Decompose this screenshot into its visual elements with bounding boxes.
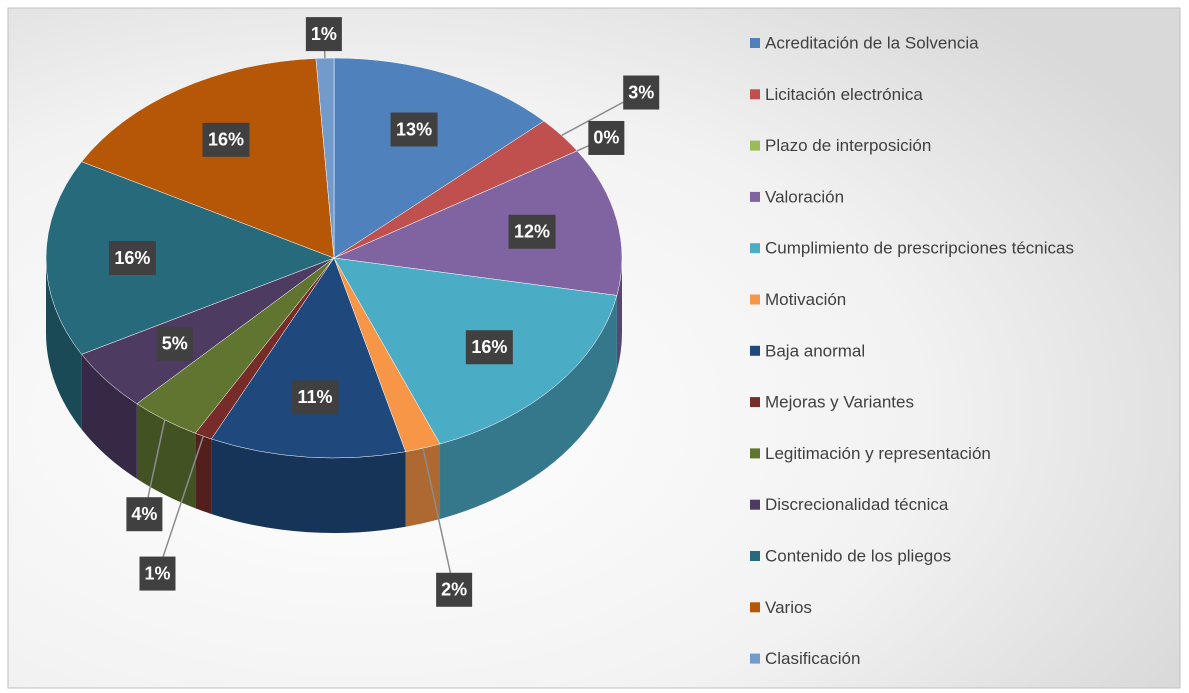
slice bbox=[315, 57, 335, 259]
legend-label: Valoración bbox=[765, 187, 844, 206]
label-box bbox=[108, 241, 156, 275]
legend-swatch bbox=[750, 294, 760, 305]
legend-swatch bbox=[750, 397, 760, 408]
data-label: 1% bbox=[144, 563, 170, 583]
data-label: 4% bbox=[131, 504, 157, 524]
data-label: 3% bbox=[628, 82, 654, 102]
label-box bbox=[390, 112, 438, 147]
legend-swatch bbox=[750, 140, 760, 151]
slice-side bbox=[405, 443, 441, 527]
slice-side bbox=[440, 295, 617, 519]
label-box bbox=[139, 556, 176, 591]
slice-side bbox=[616, 258, 622, 371]
legend-swatch bbox=[750, 345, 760, 356]
legend-swatch bbox=[750, 243, 760, 254]
slice bbox=[45, 161, 335, 355]
legend-label: Varios bbox=[765, 598, 812, 617]
legend-label: Licitación electrónica bbox=[765, 85, 923, 104]
legend-swatch bbox=[750, 89, 760, 100]
slice bbox=[81, 58, 335, 259]
slice-side bbox=[195, 433, 212, 514]
slice-side bbox=[81, 354, 137, 479]
legend-label: Contenido de los pliegos bbox=[765, 546, 951, 565]
legend-swatch bbox=[750, 499, 760, 510]
data-label: 16% bbox=[208, 130, 244, 150]
slice bbox=[333, 150, 623, 296]
leader-line bbox=[422, 448, 455, 590]
slice bbox=[333, 57, 545, 259]
legend-swatch bbox=[750, 653, 760, 664]
legend-swatch bbox=[750, 448, 760, 459]
legend-label: Acreditación de la Solvencia bbox=[765, 33, 979, 52]
data-label: 5% bbox=[162, 334, 188, 354]
data-label: 0% bbox=[593, 128, 619, 148]
legend-label: Baja anormal bbox=[765, 341, 865, 360]
legend-label: Mejoras y Variantes bbox=[765, 393, 914, 412]
label-box bbox=[156, 326, 193, 361]
label-box bbox=[508, 214, 556, 249]
legend-label: Plazo de interposición bbox=[765, 136, 931, 155]
label-box bbox=[305, 17, 342, 52]
leader-line bbox=[156, 435, 204, 574]
label-box bbox=[126, 497, 163, 532]
label-box bbox=[465, 330, 513, 365]
data-label: 16% bbox=[471, 337, 507, 357]
legend-swatch bbox=[750, 602, 760, 613]
legend-label: Legitimación y representación bbox=[765, 444, 991, 463]
legend-label: Motivación bbox=[765, 290, 846, 309]
legend-swatch bbox=[750, 191, 760, 202]
legend-label: Discrecionalidad técnica bbox=[765, 495, 949, 514]
label-box bbox=[623, 75, 660, 110]
slice-side bbox=[211, 438, 406, 533]
label-box bbox=[291, 380, 339, 415]
data-label: 2% bbox=[441, 580, 467, 600]
data-label: 13% bbox=[396, 119, 432, 139]
slice-side bbox=[46, 258, 82, 430]
legend-swatch bbox=[750, 551, 760, 561]
data-label: 16% bbox=[114, 248, 150, 268]
legend-label: Cumplimiento de prescripciones técnicas bbox=[765, 239, 1074, 258]
label-box bbox=[202, 122, 250, 157]
label-box bbox=[588, 120, 625, 155]
data-label: 12% bbox=[514, 222, 550, 242]
label-box bbox=[436, 572, 473, 607]
data-label: 1% bbox=[311, 24, 337, 44]
data-label: 11% bbox=[298, 387, 333, 407]
slice bbox=[210, 257, 406, 459]
legend-swatch bbox=[750, 38, 760, 48]
legend-label: Clasificación bbox=[765, 649, 860, 668]
